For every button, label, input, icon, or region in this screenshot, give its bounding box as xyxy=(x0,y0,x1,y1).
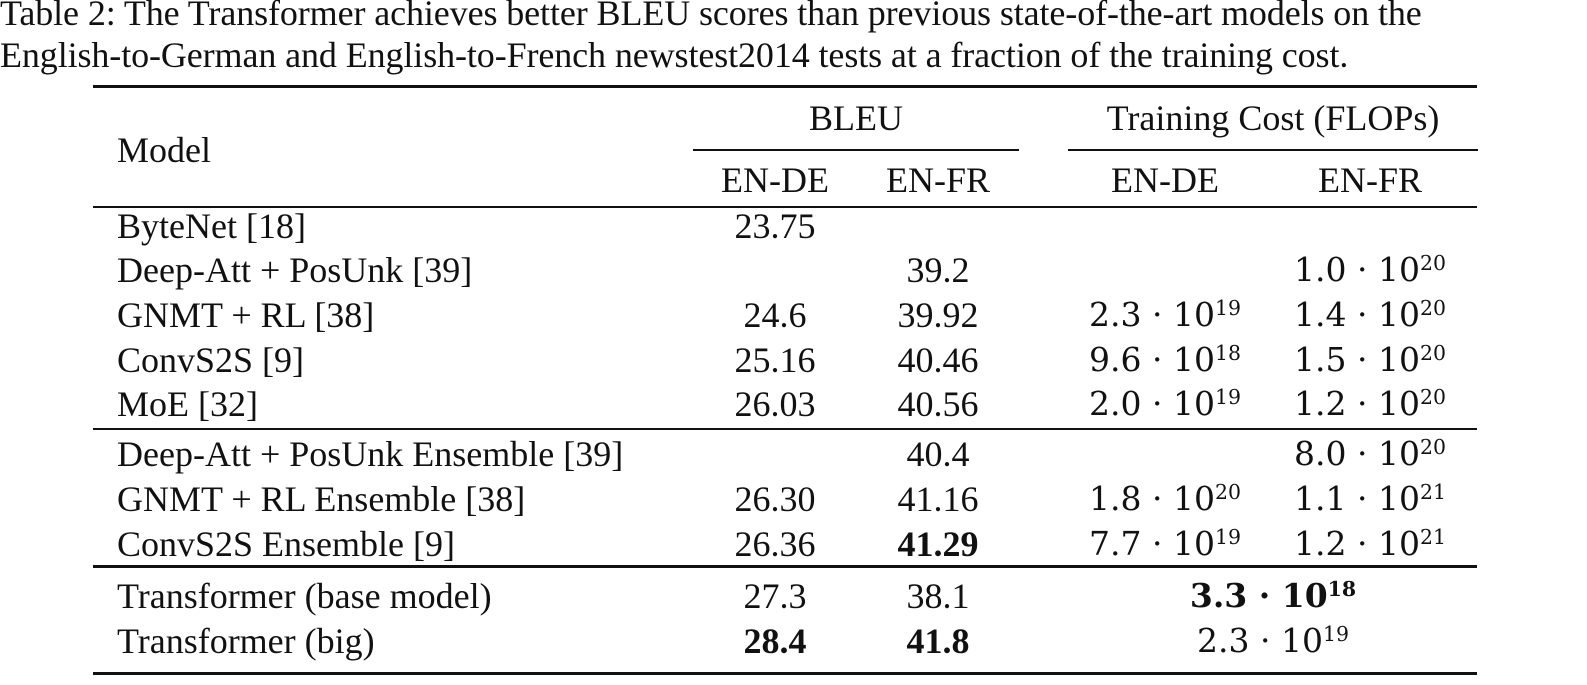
row-bleu-enfr: 38.1 xyxy=(906,576,970,616)
single-ensemble-rule xyxy=(93,428,1477,430)
caption-line-1: Table 2: The Transformer achieves better… xyxy=(0,0,1422,33)
row-bleu-ende: 24.6 xyxy=(743,295,807,335)
row-model: ConvS2S Ensemble [9] xyxy=(117,524,455,564)
row-bleu-enfr: 41.8 xyxy=(906,621,970,661)
row-cost-enfr: 1.4 · 1020 xyxy=(1294,295,1446,334)
row-cost-span: 2.3 · 1019 xyxy=(1197,621,1349,660)
ensemble-transformer-rule xyxy=(93,565,1477,568)
header-bleu: BLEU xyxy=(809,98,903,138)
row-bleu-ende: 28.4 xyxy=(743,621,807,661)
bottom-rule xyxy=(93,672,1477,675)
row-cost-span: 3.3 · 1018 xyxy=(1189,576,1357,615)
row-cost-enfr: 1.1 · 1021 xyxy=(1294,479,1446,518)
row-bleu-enfr: 40.4 xyxy=(906,434,970,474)
table-caption: Table 2: The Transformer achieves better… xyxy=(0,0,1587,76)
row-bleu-ende: 25.16 xyxy=(734,340,816,380)
row-bleu-ende: 23.75 xyxy=(734,206,816,246)
row-bleu-ende: 26.36 xyxy=(734,524,816,564)
row-cost-ende: 2.0 · 1019 xyxy=(1089,384,1241,423)
row-bleu-enfr: 40.56 xyxy=(897,384,979,424)
row-bleu-enfr: 41.29 xyxy=(897,524,979,564)
row-cost-enfr: 1.2 · 1020 xyxy=(1294,384,1446,423)
header-training-cost: Training Cost (FLOPs) xyxy=(1106,98,1440,138)
row-bleu-ende: 27.3 xyxy=(743,576,807,616)
header-bleu-enfr: EN-FR xyxy=(885,160,990,200)
row-model: ConvS2S [9] xyxy=(117,340,305,380)
row-bleu-enfr: 39.92 xyxy=(897,295,979,335)
row-cost-ende: 2.3 · 1019 xyxy=(1089,295,1241,334)
row-bleu-enfr: 41.16 xyxy=(897,479,979,519)
row-cost-ende: 7.7 · 1019 xyxy=(1089,524,1241,563)
row-cost-enfr: 1.2 · 1021 xyxy=(1294,524,1446,563)
header-rule xyxy=(93,206,1477,208)
row-model: MoE [32] xyxy=(117,384,258,424)
row-bleu-ende: 26.30 xyxy=(734,479,816,519)
row-cost-enfr: 1.5 · 1020 xyxy=(1294,340,1446,379)
cost-group-rule xyxy=(1068,149,1478,151)
top-rule xyxy=(93,85,1477,88)
row-cost-enfr: 1.0 · 1020 xyxy=(1294,250,1446,289)
header-model: Model xyxy=(117,130,211,170)
header-cost-enfr: EN-FR xyxy=(1317,160,1422,200)
row-model: Deep-Att + PosUnk [39] xyxy=(117,250,473,290)
row-cost-enfr: 8.0 · 1020 xyxy=(1294,434,1446,473)
header-bleu-ende: EN-DE xyxy=(721,160,829,200)
row-model: Deep-Att + PosUnk Ensemble [39] xyxy=(117,434,624,474)
row-cost-ende: 9.6 · 1018 xyxy=(1089,340,1241,379)
row-model: Transformer (big) xyxy=(117,621,375,661)
caption-line-2: English-to-German and English-to-French … xyxy=(0,35,1349,75)
row-model: Transformer (base model) xyxy=(117,576,492,616)
row-model: GNMT + RL Ensemble [38] xyxy=(117,479,526,519)
row-model: ByteNet [18] xyxy=(117,206,306,246)
row-bleu-enfr: 40.46 xyxy=(897,340,979,380)
row-bleu-enfr: 39.2 xyxy=(906,250,970,290)
row-model: GNMT + RL [38] xyxy=(117,295,375,335)
row-cost-ende: 1.8 · 1020 xyxy=(1089,479,1241,518)
header-cost-ende: EN-DE xyxy=(1111,160,1219,200)
row-bleu-ende: 26.03 xyxy=(734,384,816,424)
bleu-group-rule xyxy=(693,149,1019,151)
